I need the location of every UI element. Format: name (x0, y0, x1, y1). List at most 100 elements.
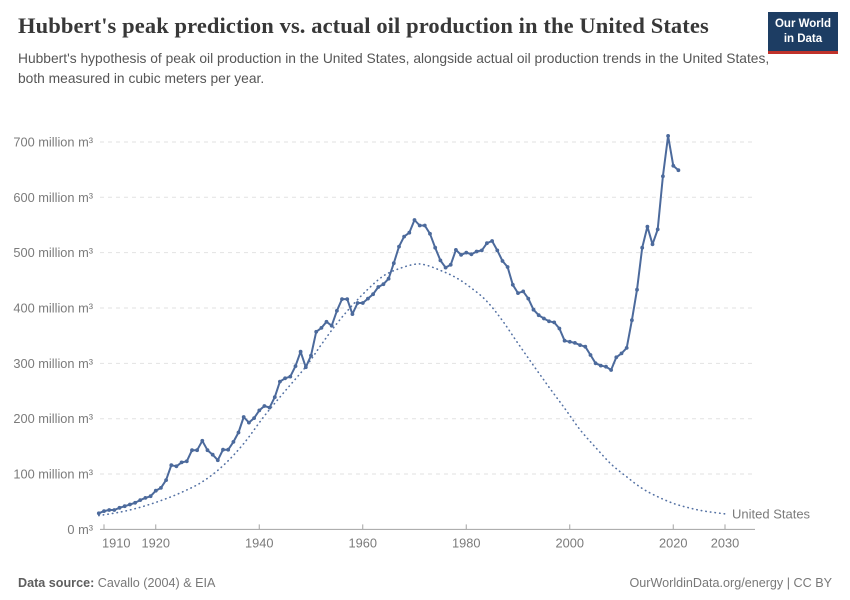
x-axis-label: 2020 (659, 535, 687, 550)
data-point-marker (345, 297, 350, 301)
data-point-marker (640, 245, 645, 250)
data-point-marker (666, 134, 670, 138)
data-point-marker (200, 438, 205, 443)
data-point-marker (397, 244, 401, 249)
data-point-marker (464, 250, 469, 255)
data-point-marker (630, 318, 634, 323)
data-point-marker (262, 404, 267, 408)
data-point-marker (205, 448, 210, 453)
data-point-marker (303, 365, 308, 370)
data-point-marker (221, 447, 225, 452)
data-point-marker (490, 239, 494, 243)
data-point-marker (169, 463, 174, 468)
data-point-marker (381, 282, 386, 287)
data-point-marker (562, 338, 567, 343)
data-point-marker (138, 498, 143, 502)
data-point-marker (164, 478, 169, 482)
y-axis-label: 600 million m³ (13, 190, 93, 205)
data-point-marker (448, 262, 453, 267)
data-point-marker (210, 452, 215, 457)
data-point-marker (355, 301, 360, 305)
data-point-marker (650, 242, 655, 247)
chart-footer: Data source: Cavallo (2004) & EIA OurWor… (0, 576, 850, 590)
data-point-marker (505, 265, 510, 269)
data-point-marker (252, 416, 256, 420)
hubbert-prediction-line[interactable] (98, 263, 726, 517)
data-point-marker (417, 223, 422, 228)
data-point-marker (479, 248, 484, 253)
data-point-marker (102, 509, 106, 513)
data-point-marker (236, 430, 241, 435)
data-point-marker (112, 508, 117, 512)
data-point-marker (614, 355, 619, 360)
data-point-marker (459, 253, 463, 257)
data-point-marker (428, 231, 432, 236)
chart-subtitle: Hubbert's hypothesis of peak oil product… (18, 51, 770, 87)
data-point-marker (521, 289, 526, 294)
data-point-marker (159, 486, 163, 490)
data-point-marker (422, 223, 427, 228)
data-point-marker (661, 174, 665, 179)
data-point-marker (433, 245, 438, 250)
data-point-marker (360, 301, 365, 305)
data-point-marker (542, 316, 546, 321)
data-point-marker (567, 339, 572, 344)
data-point-marker (536, 313, 541, 318)
data-point-marker (179, 460, 184, 465)
data-point-marker (454, 248, 458, 252)
data-point-marker (619, 351, 624, 356)
data-point-marker (552, 320, 557, 325)
data-point-marker (127, 502, 132, 507)
data-point-marker (283, 376, 287, 381)
data-point-marker (298, 349, 303, 354)
entity-label-united-states[interactable]: United States (732, 506, 811, 521)
data-point-marker (247, 420, 251, 425)
data-point-marker (474, 249, 479, 254)
data-point-marker (386, 276, 391, 281)
data-point-marker (148, 494, 153, 499)
data-point-marker (593, 361, 598, 366)
data-point-marker (184, 459, 189, 464)
data-point-marker (293, 364, 298, 368)
data-point-marker (438, 258, 443, 263)
x-axis-label: 1940 (245, 535, 273, 550)
data-point-marker (335, 308, 339, 313)
actual-production-line[interactable] (97, 134, 680, 515)
data-point-marker (516, 291, 520, 295)
data-point-marker (531, 307, 536, 312)
data-point-marker (407, 230, 412, 235)
data-point-marker (153, 488, 158, 493)
data-point-marker (443, 265, 448, 270)
chart-header: Hubbert's peak prediction vs. actual oil… (18, 12, 838, 89)
x-axis-label: 1960 (349, 535, 377, 550)
chart-area: 0 m³ 100 million m³ 200 million m³ 300 mill… (0, 115, 850, 565)
y-axis-label: 700 million m³ (13, 134, 93, 149)
data-point-marker (371, 292, 375, 297)
owid-logo-line2: in Data (783, 32, 823, 45)
data-point-marker (272, 395, 277, 399)
data-point-marker (510, 282, 515, 287)
data-point-marker (190, 448, 194, 453)
data-point-marker (500, 259, 505, 263)
data-point-marker (495, 248, 500, 253)
data-point-marker (133, 500, 138, 505)
data-point-marker (412, 218, 417, 222)
data-point-marker (96, 511, 101, 516)
owid-logo[interactable]: Our World in Data (767, 12, 838, 54)
data-point-marker (583, 344, 588, 349)
footer-attribution[interactable]: OurWorldinData.org/energy | CC BY (629, 576, 832, 590)
data-point-marker (573, 341, 577, 345)
data-point-marker (143, 496, 148, 500)
data-point-marker (588, 353, 593, 357)
source-text: Cavallo (2004) & EIA (94, 576, 216, 590)
data-point-marker (485, 241, 489, 246)
x-axis-label: 1920 (142, 535, 170, 550)
y-axis-label: 400 million m³ (13, 301, 93, 316)
data-point-marker (391, 261, 396, 266)
data-point-marker (288, 374, 293, 379)
footer-source: Data source: Cavallo (2004) & EIA (18, 576, 215, 590)
data-point-marker (609, 368, 613, 372)
data-point-marker (598, 363, 603, 368)
data-point-marker (107, 508, 112, 512)
